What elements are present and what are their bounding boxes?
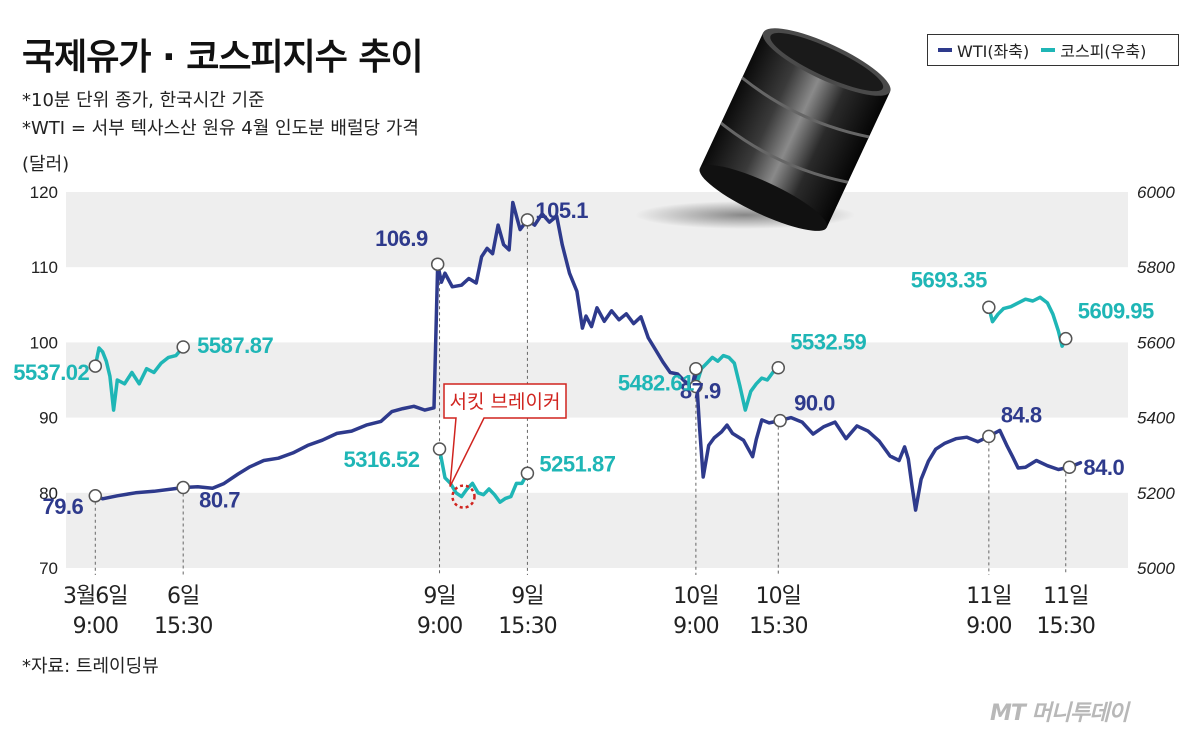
left-axis-tick: 110: [31, 258, 58, 277]
kospi-series-line: [987, 295, 1068, 348]
legend-label-wti: WTI(좌축): [957, 42, 1030, 61]
kospi-data-label: 5693.35: [911, 267, 987, 292]
left-axis-tick: 120: [30, 183, 58, 202]
wti-data-label: 87.9: [680, 379, 721, 404]
brand-logo: MT 머니투데이: [990, 701, 1129, 726]
wti-data-label: 84.0: [1083, 455, 1124, 480]
legend-swatch-wti: [938, 48, 952, 52]
wti-data-label: 90.0: [794, 391, 835, 416]
legend-item-kospi: 코스피(우축): [1041, 38, 1146, 62]
right-axis-tick: 5400: [1137, 409, 1175, 428]
x-tick-date: 9일: [423, 584, 455, 609]
right-axis-tick: 5600: [1137, 333, 1175, 352]
data-labels: 79.6 80.7 106.9 105.1 87.9 90.0 84.8 84.0 5537.0…: [13, 198, 1154, 519]
kospi-data-label: 5609.95: [1078, 299, 1154, 324]
wti-marker: [88, 489, 103, 503]
kospi-series-line: [694, 353, 781, 412]
wti-series-line: [93, 200, 1083, 512]
note-timestamp: *10분 단위 종가, 한국시간 기준: [22, 90, 265, 111]
kospi-data-label: 5316.52: [343, 447, 419, 472]
x-tick-date: 11일: [966, 584, 1011, 609]
background-band: [66, 342, 1128, 418]
kospi-marker: [982, 300, 996, 315]
kospi-data-label: 5587.87: [197, 333, 273, 358]
wti-data-label: 106.9: [375, 226, 428, 251]
kospi-series-line: [437, 447, 530, 504]
x-tick-date: 11일: [1043, 584, 1088, 609]
time-guides: 3월6일 9:00 6일 15:30 9일 9:00 9일 15:30 10일 9:00 10일 15…: [63, 219, 1096, 639]
kospi-marker: [771, 360, 786, 375]
x-tick-date: 6일: [167, 584, 199, 609]
left-axis-tick: 70: [39, 559, 58, 578]
kospi-marker: [689, 379, 703, 394]
x-tick-time: 15:30: [498, 614, 556, 639]
left-axis-tick: 90: [39, 409, 58, 428]
wti-data-label: 79.6: [42, 494, 83, 519]
kospi-marker: [432, 442, 447, 456]
x-tick-date: 3월6일: [63, 584, 127, 609]
x-tick-time: 15:30: [1037, 614, 1095, 639]
chart-title: 국제유가 · 코스피지수 추이: [22, 37, 424, 78]
x-tick-time: 9:00: [417, 614, 462, 639]
wti-marker: [773, 413, 787, 428]
note-wti-definition: *WTI = 서부 텍사스산 원유 4월 인도분 배럴당 가격: [22, 118, 419, 139]
series-lines: [93, 200, 1083, 512]
x-tick-time: 9:00: [966, 614, 1011, 639]
wti-marker: [1062, 460, 1077, 474]
kospi-series-line: [93, 345, 185, 412]
x-tick-time: 15:30: [154, 614, 212, 639]
x-tick-date: 9일: [511, 584, 543, 609]
circuit-breaker-callout: 서킷 브레이커: [443, 383, 567, 509]
kospi-data-label: 5482.61: [618, 371, 694, 396]
wti-data-label: 105.1: [535, 198, 588, 223]
axes: 70 80 90 100 110 120 5000 5200 5400 5600 5800 6000: [30, 183, 1176, 578]
legend-label-kospi: 코스피(우축): [1060, 42, 1147, 61]
callout-bubble: [443, 383, 567, 487]
kospi-data-label: 5532.59: [790, 330, 866, 355]
background-band: [66, 492, 1128, 568]
background-band: [66, 192, 1128, 268]
wti-marker: [430, 257, 445, 271]
source-note: *자료: 트레이딩뷰: [22, 656, 159, 677]
kospi-marker: [176, 340, 190, 354]
x-tick-date: 10일: [756, 584, 801, 609]
kospi-data-label: 5537.02: [13, 360, 89, 385]
right-axis-tick: 5200: [1137, 484, 1175, 503]
wti-data-label: 80.7: [199, 488, 240, 513]
wti-marker: [520, 213, 535, 227]
right-axis-tick: 5000: [1137, 559, 1175, 578]
right-axis-tick: 5800: [1137, 258, 1175, 277]
circuit-breaker-circle: [451, 484, 476, 509]
legend: WTI(좌축) 코스피(우축): [927, 34, 1179, 66]
kospi-marker: [88, 359, 103, 373]
kospi-marker: [520, 466, 535, 481]
x-tick-time: 15:30: [749, 614, 807, 639]
left-axis-tick: 100: [30, 333, 58, 352]
data-markers: [88, 213, 1077, 503]
legend-item-wti: WTI(좌축): [938, 38, 1029, 62]
wti-marker: [176, 480, 190, 495]
x-tick-time: 9:00: [673, 614, 718, 639]
right-axis-tick: 6000: [1137, 183, 1175, 202]
kospi-marker: [1058, 331, 1073, 346]
callout-label: 서킷 브레이커: [450, 391, 561, 413]
wti-marker: [982, 429, 996, 444]
left-axis-tick: 80: [39, 484, 58, 503]
x-tick-date: 10일: [673, 584, 718, 609]
kospi-data-label: 5251.87: [539, 451, 615, 476]
wti-data-label: 84.8: [1001, 402, 1042, 427]
left-axis-unit: (달러): [22, 154, 70, 175]
background-bands: [66, 192, 1128, 568]
wti-marker: [689, 361, 703, 376]
legend-swatch-kospi: [1041, 48, 1056, 52]
oil-barrel-icon: [635, 28, 891, 231]
x-tick-time: 9:00: [73, 614, 118, 639]
